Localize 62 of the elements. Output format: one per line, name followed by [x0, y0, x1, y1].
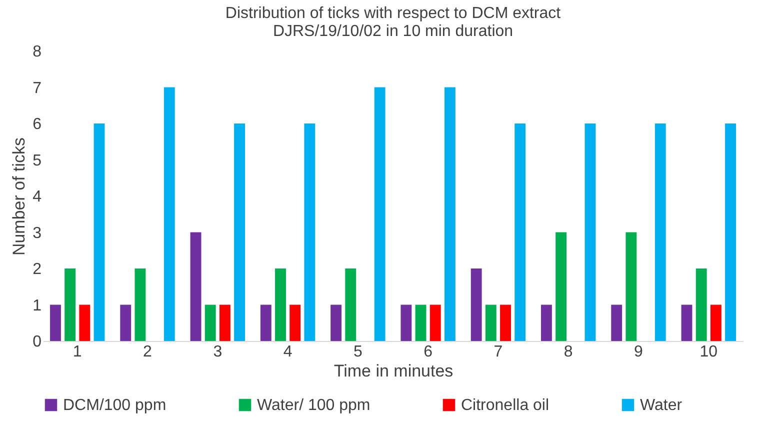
bar — [190, 232, 202, 341]
bar — [234, 124, 246, 341]
bar — [430, 304, 441, 341]
bar — [50, 304, 61, 341]
legend-label: Water — [640, 397, 683, 414]
bar — [654, 124, 666, 341]
x-tick-label: 7 — [494, 344, 503, 360]
bar — [400, 304, 412, 341]
legend-label: DCM/100 ppm — [63, 397, 166, 414]
bar — [470, 268, 482, 341]
bar — [540, 304, 552, 341]
y-tick-label: 0 — [32, 334, 42, 350]
bar — [556, 232, 567, 341]
bar — [415, 304, 426, 341]
y-tick-label: 4 — [32, 188, 42, 206]
bar — [94, 124, 105, 341]
bar — [611, 304, 622, 341]
bar — [275, 268, 286, 341]
bar — [204, 304, 216, 341]
x-tick-label: 3 — [213, 344, 222, 360]
y-tick-label: 1 — [32, 297, 42, 314]
bar — [681, 304, 692, 341]
x-axis-title: Time in minutes — [334, 362, 454, 380]
bar — [64, 268, 76, 341]
bar — [79, 304, 90, 341]
bar — [696, 268, 707, 341]
x-tick-label: 8 — [564, 344, 573, 360]
y-tick-label: 6 — [32, 116, 42, 133]
bar — [514, 124, 526, 341]
y-tick-label: 3 — [32, 224, 42, 242]
bar — [485, 304, 496, 341]
y-tick-label: 5 — [32, 152, 42, 170]
x-tick-label: 10 — [700, 344, 718, 360]
y-tick-label: 2 — [32, 261, 42, 278]
bar — [330, 304, 342, 341]
chart-title: Distribution of ticks with respect to DCM extract DJRS/19/10/02 in 10 min duration — [225, 5, 562, 40]
x-tick-label: 5 — [353, 344, 362, 360]
x-tick-label: 2 — [143, 344, 152, 360]
x-tick-label: 1 — [72, 344, 82, 360]
y-tick-label: 8 — [32, 44, 42, 60]
y-axis-title: Number of ticks — [10, 137, 29, 256]
bar — [219, 304, 230, 341]
bar — [304, 124, 316, 341]
bar — [164, 87, 175, 341]
y-tick-label: 7 — [32, 80, 42, 97]
legend-label: Water/ 100 ppm — [257, 397, 370, 414]
x-tick-label: 6 — [424, 344, 433, 360]
bar — [500, 304, 511, 341]
bar — [444, 87, 456, 341]
x-tick-label: 4 — [283, 344, 292, 360]
bar — [290, 304, 301, 341]
x-tick-label: 9 — [634, 344, 644, 360]
bar — [134, 268, 146, 341]
bar — [584, 124, 596, 341]
bar — [710, 304, 722, 341]
bar — [120, 304, 132, 341]
bar — [260, 304, 272, 341]
bar — [345, 268, 356, 341]
bar — [725, 124, 736, 341]
bar — [626, 232, 637, 341]
legend-label: Citronella oil — [461, 397, 550, 414]
bar — [374, 87, 386, 341]
